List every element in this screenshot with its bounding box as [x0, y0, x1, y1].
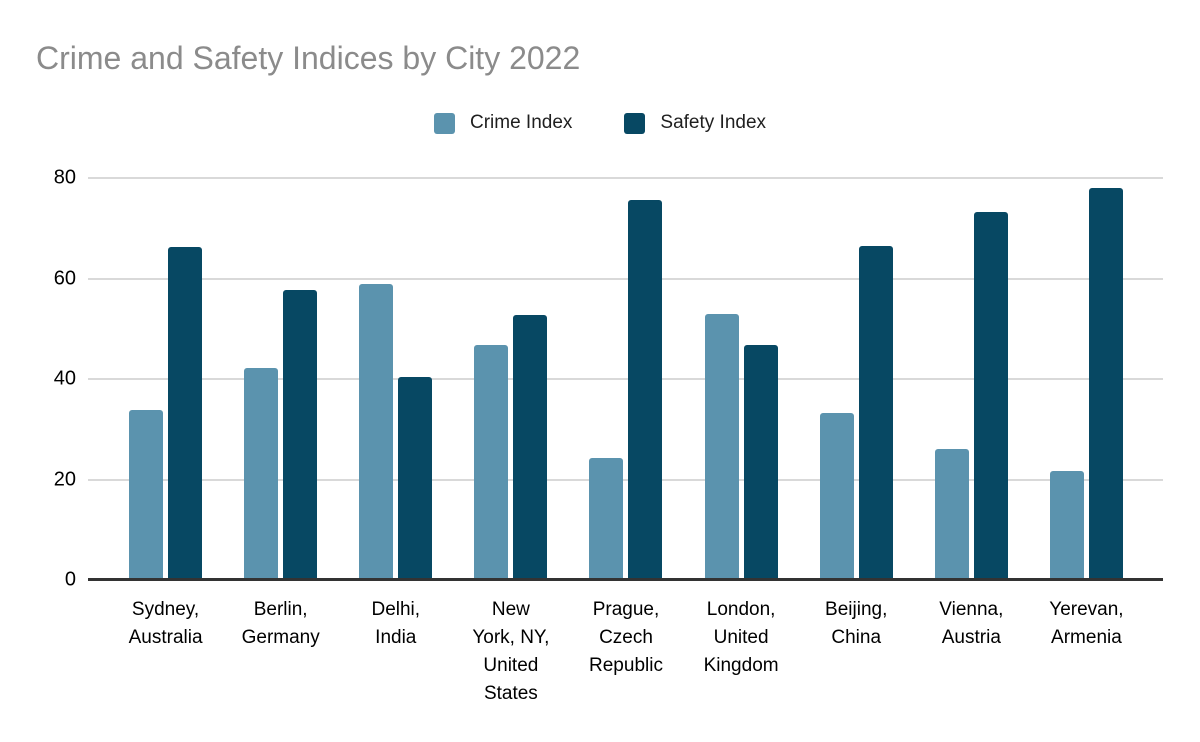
y-axis-tick-label: 0	[64, 568, 76, 591]
gridline	[88, 378, 1163, 380]
x-axis-label: New York, NY, United States	[472, 599, 550, 704]
y-axis-tick-label: 40	[53, 367, 76, 390]
legend: Crime Index Safety Index	[0, 111, 1200, 135]
x-axis-labels: Sydney, Australia Berlin, Germany Delhi, I…	[108, 596, 1144, 708]
x-axis-label: Berlin, Germany	[241, 599, 320, 648]
x-axis-label: Vienna, Austria	[939, 599, 1004, 648]
bar-safety-index[interactable]	[743, 345, 778, 580]
y-axis-tick-label: 20	[53, 468, 76, 490]
bar-safety-index[interactable]	[283, 289, 318, 580]
bar-safety-index[interactable]	[973, 211, 1008, 580]
y-axis-tick-label: 60	[53, 267, 76, 289]
legend-label-safety-index: Safety Index	[660, 112, 767, 133]
x-axis-label: Delhi, India	[371, 599, 421, 648]
bar-group	[223, 178, 338, 580]
bar-crime-index[interactable]	[819, 413, 854, 580]
x-axis-line	[88, 578, 1163, 581]
bar-safety-index[interactable]	[168, 247, 203, 580]
bar-safety-index[interactable]	[398, 376, 433, 580]
gridline	[88, 277, 1163, 280]
x-axis-label: Sydney, Australia	[128, 599, 203, 648]
legend-item-safety-index: Safety Index	[624, 112, 766, 134]
x-axis-label: Beijing, China	[825, 599, 888, 648]
bar-crime-index[interactable]	[129, 410, 164, 580]
bar-safety-index[interactable]	[858, 245, 893, 580]
plot-area	[88, 177, 1163, 581]
bar-group	[453, 178, 568, 580]
bar-group	[108, 178, 223, 580]
legend-item-crime-index: Crime Index	[433, 112, 573, 134]
bar-crime-index[interactable]	[1049, 470, 1084, 580]
bar-crime-index[interactable]	[704, 313, 739, 580]
bar-group	[568, 178, 683, 580]
x-axis-label: London, United Kingdom	[703, 599, 779, 676]
bar-crime-index[interactable]	[589, 458, 624, 580]
bar-group	[338, 178, 453, 580]
gridline	[88, 478, 1163, 481]
bar-safety-index[interactable]	[628, 200, 663, 580]
bar-crime-index[interactable]	[244, 368, 279, 580]
y-axis-tick-label: 80	[53, 166, 76, 189]
legend-label-crime-index: Crime Index	[469, 112, 573, 133]
x-axis-label: Prague, Czech Republic	[589, 599, 663, 676]
bar-crime-index[interactable]	[934, 449, 969, 580]
bar-safety-index[interactable]	[1088, 188, 1123, 580]
chart-title: Crime and Safety Indices by City 2022	[36, 40, 581, 76]
bar-crime-index[interactable]	[359, 283, 394, 580]
gridline	[88, 177, 1163, 179]
bar-group	[684, 178, 799, 580]
bar-group	[914, 178, 1029, 580]
bar-group	[799, 178, 914, 580]
bar-group	[1029, 178, 1144, 580]
bar-crime-index[interactable]	[474, 345, 509, 580]
x-axis-label: Yerevan, Armenia	[1049, 599, 1124, 648]
bar-groups	[88, 178, 1163, 580]
bar-safety-index[interactable]	[513, 315, 548, 580]
crime-index-swatch-icon	[433, 112, 455, 134]
y-axis-labels: 0 20 40 60 80	[0, 167, 76, 591]
safety-index-swatch-icon	[624, 112, 646, 134]
